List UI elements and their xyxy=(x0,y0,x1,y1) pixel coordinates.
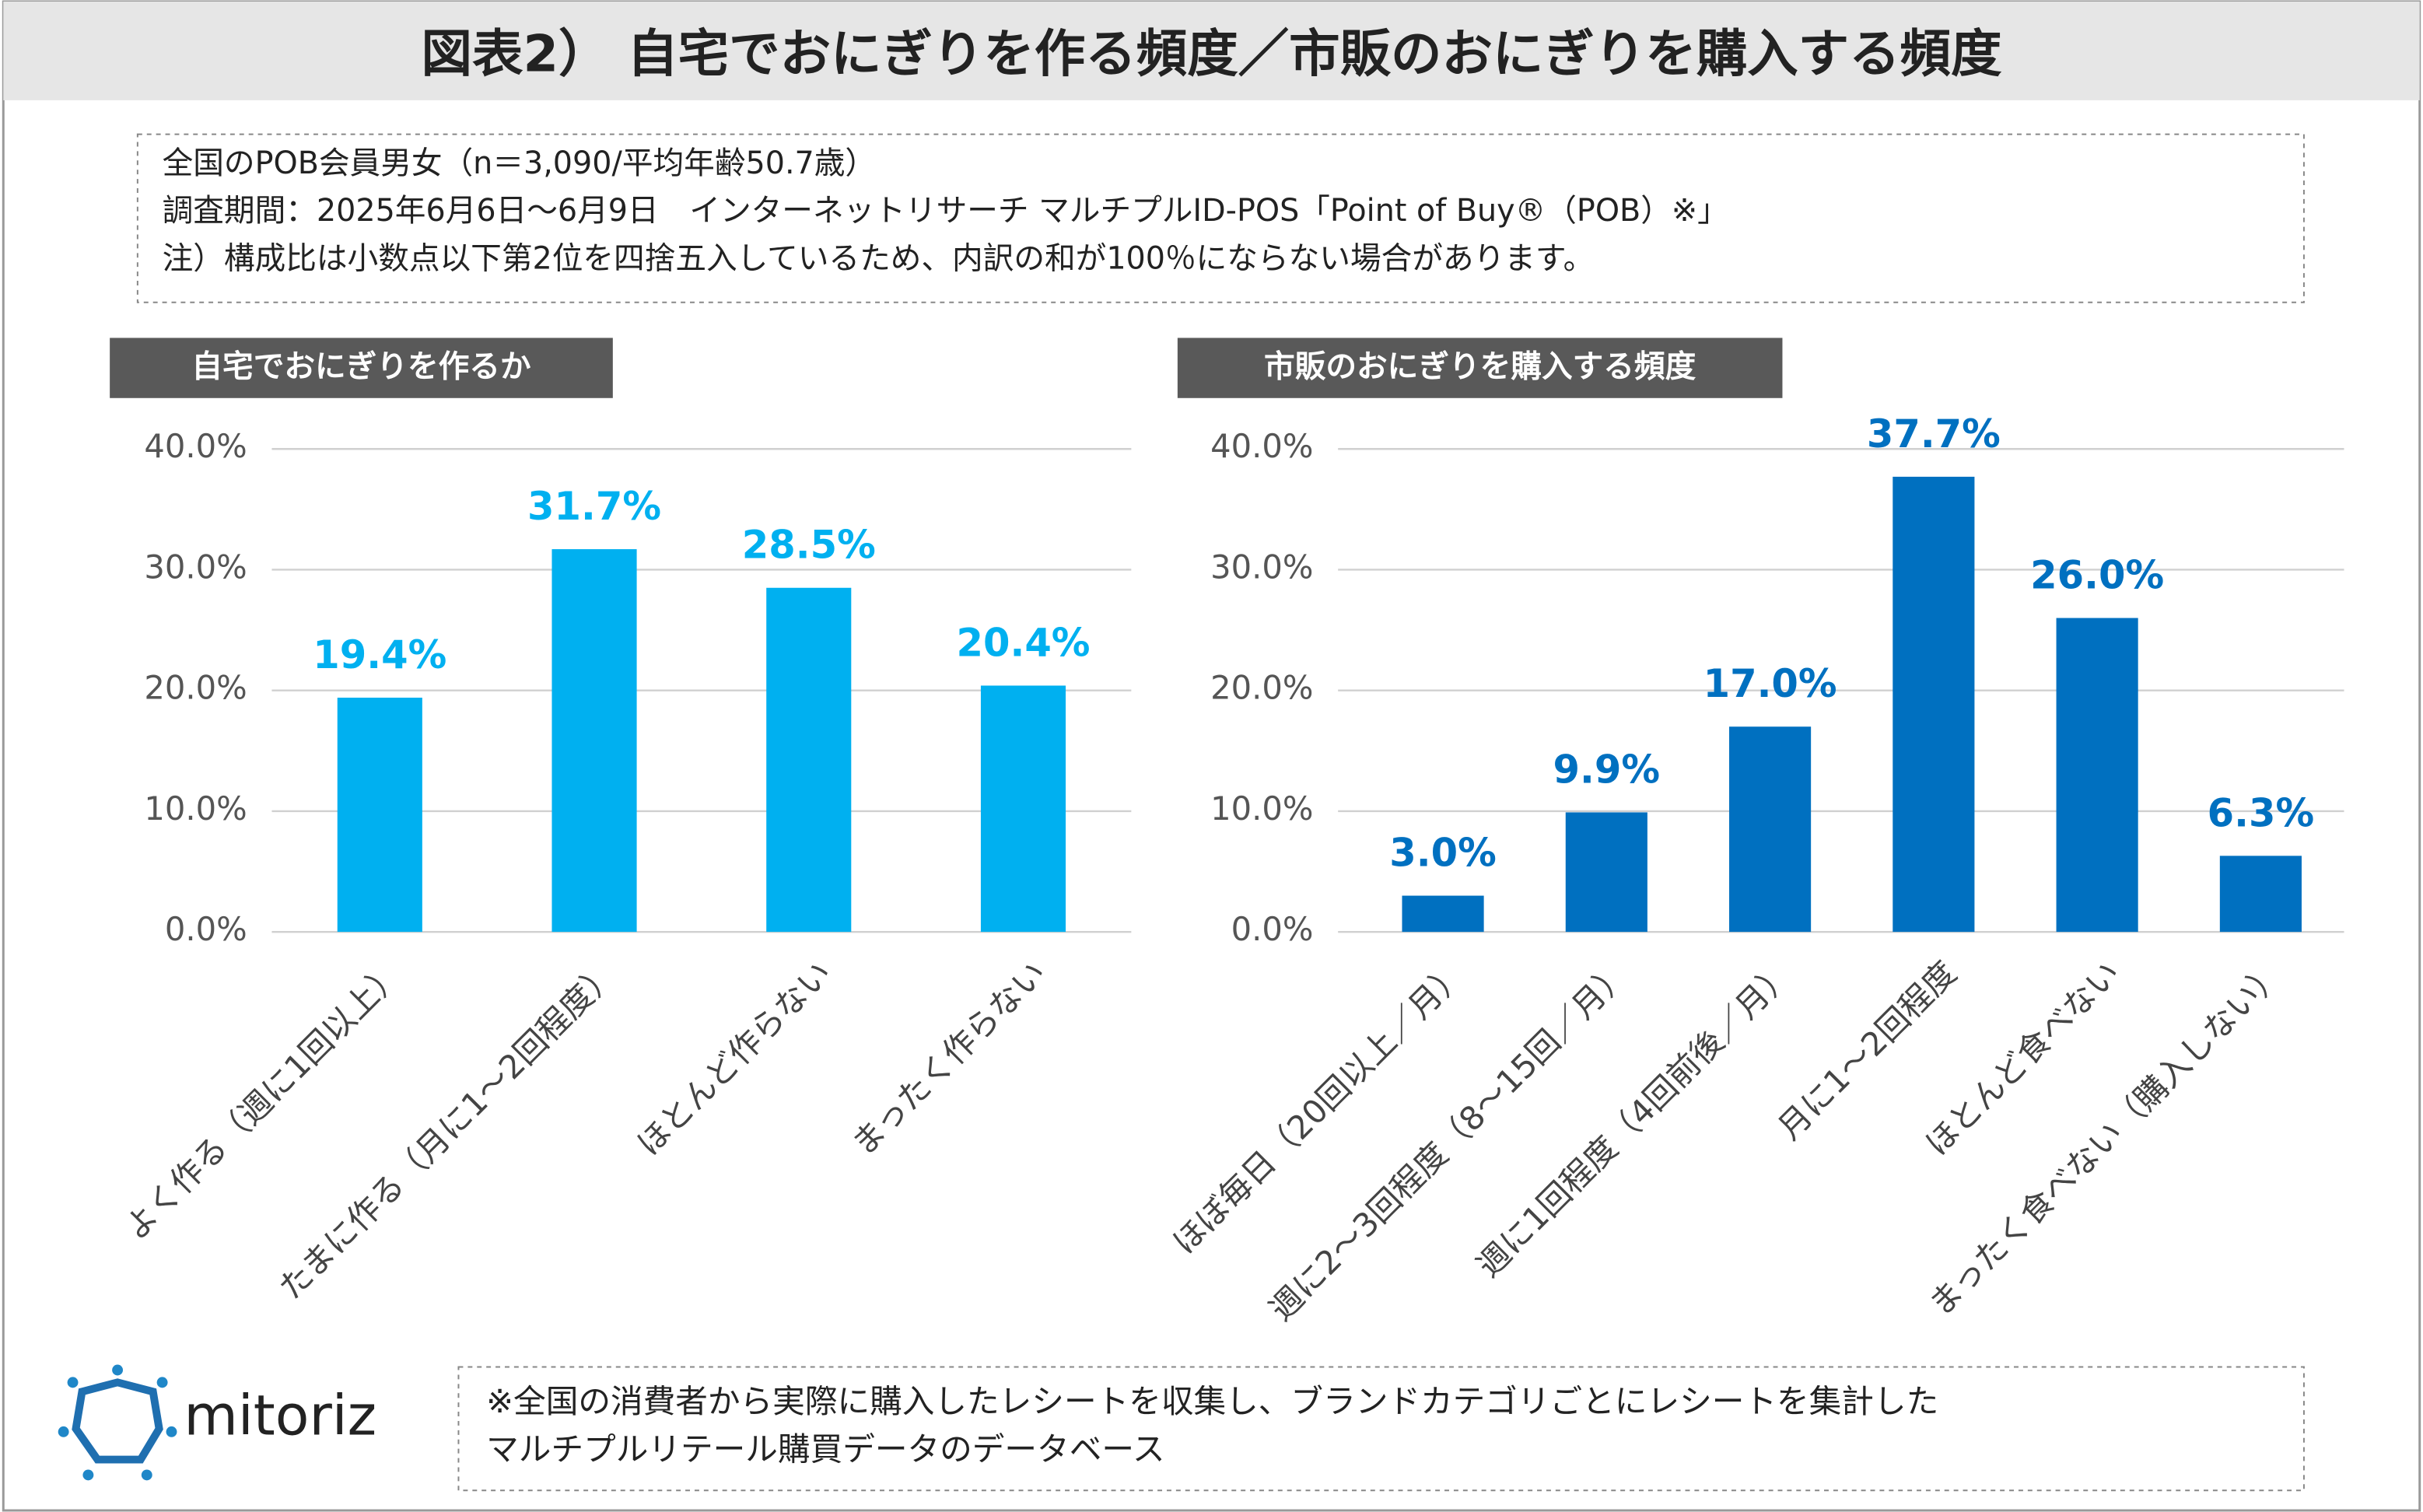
logo-icon xyxy=(58,1364,177,1481)
bar xyxy=(1565,812,1647,933)
chart-title: 市販のおにぎりを購入する頻度 xyxy=(1264,349,1696,385)
bar xyxy=(766,587,852,933)
y-tick-label: 10.0% xyxy=(1210,789,1313,828)
bar xyxy=(2219,856,2302,933)
bar xyxy=(337,698,422,933)
bar xyxy=(1729,726,1812,933)
title: 図表2） 自宅でおにぎりを作る頻度／市販のおにぎりを購入する頻度 xyxy=(422,24,2002,83)
notes-box xyxy=(136,133,2305,303)
y-tick-label: 20.0% xyxy=(1210,669,1313,707)
footnote: ※全国の消費者から実際に購入したレシートを収集し、ブランドカテゴリごとにレシート… xyxy=(486,1382,1938,1420)
y-tick-label: 0.0% xyxy=(1231,910,1314,948)
bar xyxy=(2056,618,2138,933)
chart-title-box xyxy=(110,338,613,398)
value-label: 28.5% xyxy=(742,523,876,568)
bar xyxy=(1402,895,1484,933)
y-tick-label: 10.0% xyxy=(144,789,247,828)
value-label: 19.4% xyxy=(313,632,446,677)
value-label: 31.7% xyxy=(527,484,661,529)
bar xyxy=(1893,476,1975,933)
value-label: 9.9% xyxy=(1553,747,1661,792)
bar xyxy=(551,549,637,933)
y-tick-label: 30.0% xyxy=(144,548,247,586)
note: 全国のPOB会員男女（n＝3,090/平均年齢50.7歳） xyxy=(163,145,877,181)
note: 注）構成比は小数点以下第2位を四捨五入しているため、内訳の和が100％にならない… xyxy=(163,241,1595,277)
note: 調査期間：2025年6月6日～6月9日 インターネットリサーチ マルチプルID-… xyxy=(163,193,1728,229)
value-label: 3.0% xyxy=(1389,830,1497,875)
value-label: 26.0% xyxy=(2030,552,2164,597)
value-label: 20.4% xyxy=(956,620,1090,665)
y-tick-label: 0.0% xyxy=(165,910,247,948)
value-label: 6.3% xyxy=(2208,790,2315,835)
chart-title-box xyxy=(1177,338,1783,398)
y-tick-label: 40.0% xyxy=(1210,427,1313,465)
bar xyxy=(980,685,1066,933)
logo-text: mitoriz xyxy=(184,1384,376,1448)
footnote: マルチプルリテール購買データのデータベース xyxy=(486,1430,1164,1468)
footnote-box xyxy=(457,1366,2305,1492)
y-tick-label: 20.0% xyxy=(144,669,247,707)
chart-title: 自宅でおにぎりを作るか xyxy=(191,349,531,385)
y-tick-label: 30.0% xyxy=(1210,548,1313,586)
title-bar xyxy=(3,1,2420,100)
y-tick-label: 40.0% xyxy=(144,427,247,465)
value-label: 17.0% xyxy=(1703,661,1837,706)
value-label: 37.7% xyxy=(1867,411,2001,457)
